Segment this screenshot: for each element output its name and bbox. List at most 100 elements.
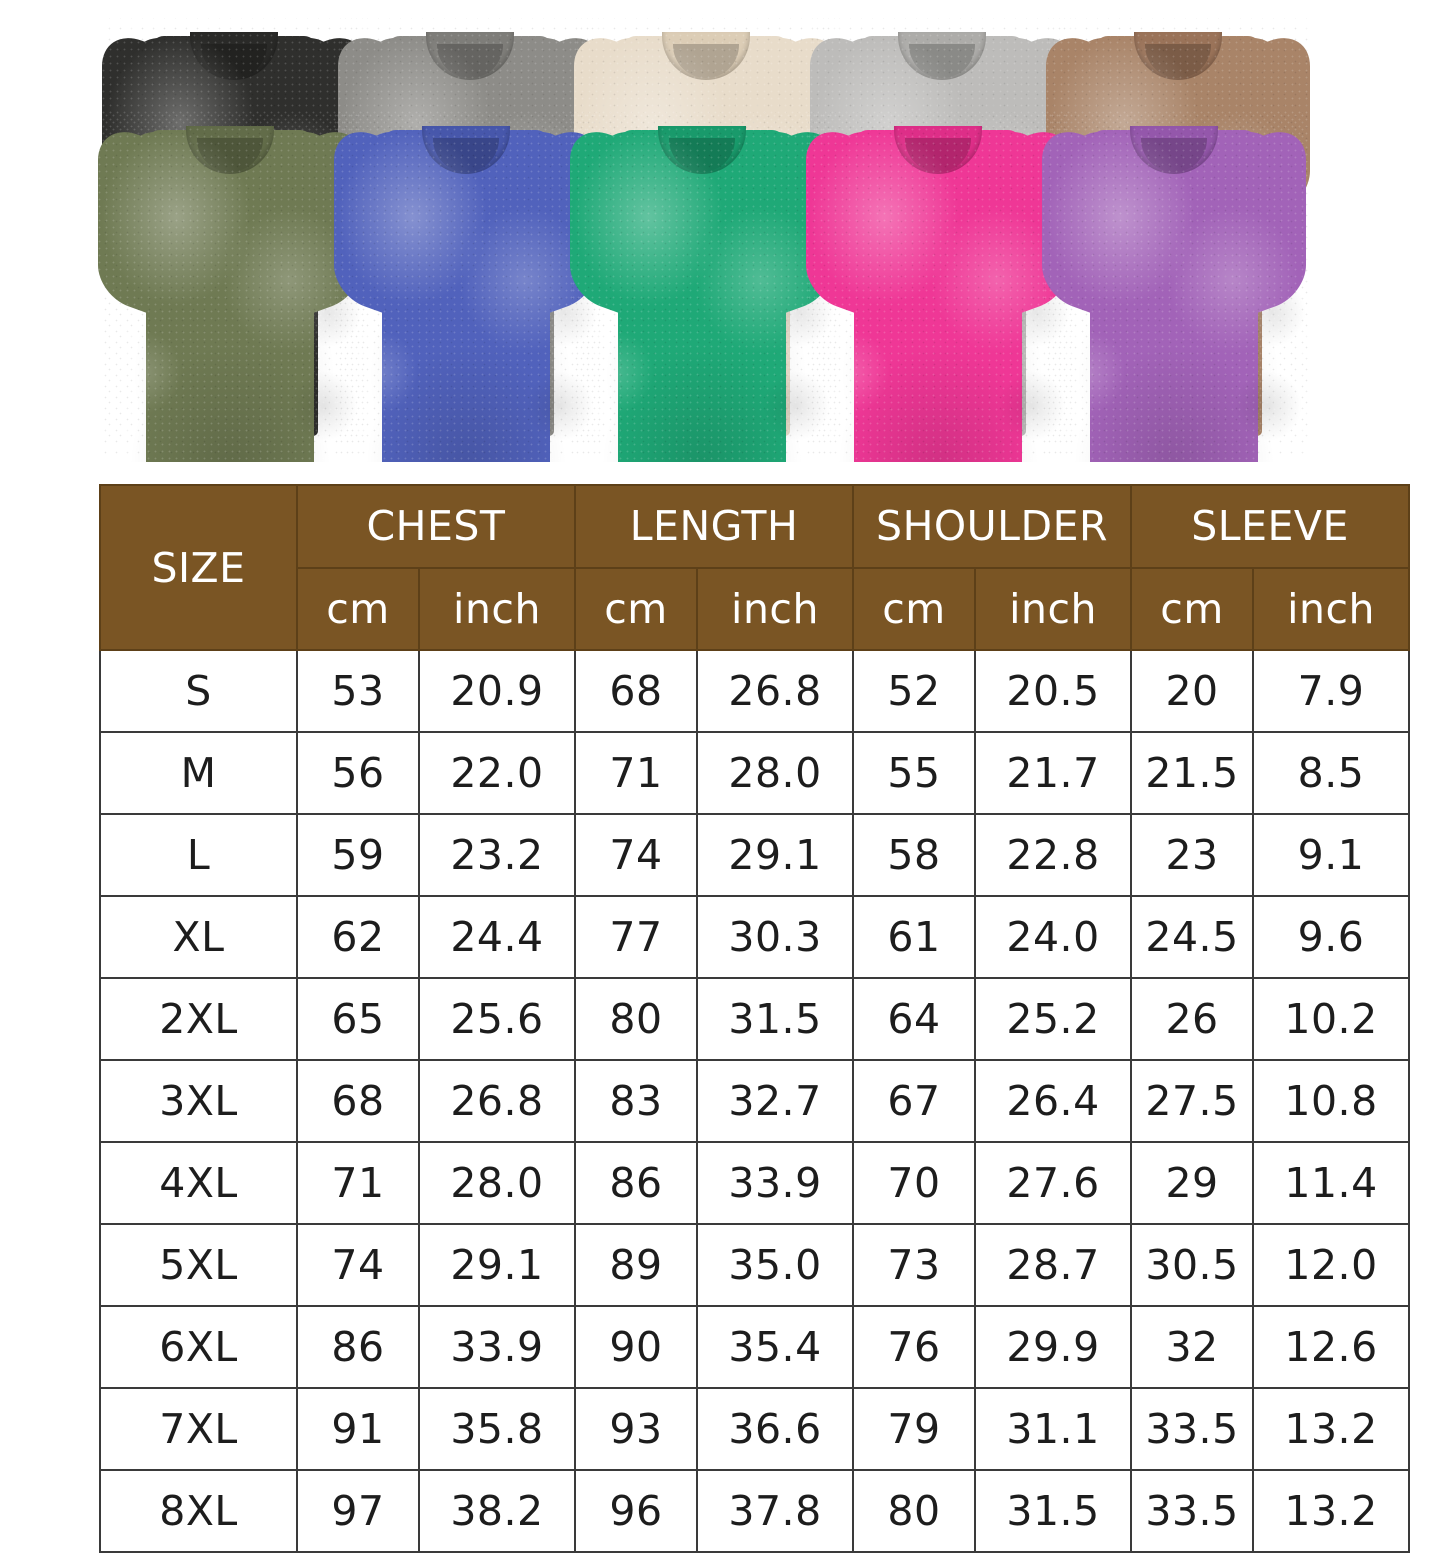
measurement-cell: 20 bbox=[1130, 649, 1255, 733]
measurement-cell: 31.1 bbox=[974, 1387, 1133, 1471]
table-row: L 59 23.2 74 29.1 58 22.8 23 9.1 bbox=[99, 813, 1411, 897]
measurement-cell: 35.0 bbox=[695, 1223, 855, 1307]
measurement-cell: 24.4 bbox=[418, 895, 576, 979]
measurement-cell: 24.0 bbox=[974, 895, 1133, 979]
measurement-cell: 80 bbox=[852, 1469, 977, 1553]
measurement-cell: 61 bbox=[852, 895, 977, 979]
measurement-cell: 59 bbox=[296, 813, 420, 897]
shirt-collar bbox=[898, 32, 986, 80]
measurement-cell: 13.2 bbox=[1252, 1469, 1411, 1553]
size-label-cell: 4XL bbox=[99, 1141, 298, 1225]
collar-inner bbox=[669, 138, 735, 172]
measurement-cell: 58 bbox=[852, 813, 977, 897]
size-label-cell: XL bbox=[99, 895, 298, 979]
measurement-cell: 53 bbox=[296, 649, 420, 733]
measurement-cell: 38.2 bbox=[418, 1469, 576, 1553]
measurement-cell: 12.0 bbox=[1252, 1223, 1411, 1307]
tshirt-purple bbox=[1040, 112, 1308, 462]
measurement-cell: 93 bbox=[574, 1387, 698, 1471]
measurement-cell: 22.8 bbox=[974, 813, 1133, 897]
collar-inner bbox=[905, 138, 971, 172]
header-unit-length-inch: inch bbox=[695, 567, 855, 651]
header-unit-shoulder-inch: inch bbox=[974, 567, 1133, 651]
header-group-shoulder: SHOULDER bbox=[852, 484, 1133, 569]
table-row: 4XL 71 28.0 86 33.9 70 27.6 29 11.4 bbox=[99, 1141, 1411, 1225]
collar-inner bbox=[197, 138, 263, 172]
measurement-cell: 32 bbox=[1130, 1305, 1255, 1389]
measurement-cell: 28.0 bbox=[695, 731, 855, 815]
header-unit-chest-inch: inch bbox=[418, 567, 576, 651]
header-unit-chest-cm: cm bbox=[296, 567, 420, 651]
measurement-cell: 26.4 bbox=[974, 1059, 1133, 1143]
table-row: XL 62 24.4 77 30.3 61 24.0 24.5 9.6 bbox=[99, 895, 1411, 979]
measurement-cell: 86 bbox=[296, 1305, 420, 1389]
measurement-cell: 83 bbox=[574, 1059, 698, 1143]
measurement-cell: 62 bbox=[296, 895, 420, 979]
measurement-cell: 25.2 bbox=[974, 977, 1133, 1061]
table-row: 2XL 65 25.6 80 31.5 64 25.2 26 10.2 bbox=[99, 977, 1411, 1061]
measurement-cell: 56 bbox=[296, 731, 420, 815]
measurement-cell: 31.5 bbox=[974, 1469, 1133, 1553]
measurement-cell: 90 bbox=[574, 1305, 698, 1389]
collar-inner bbox=[1141, 138, 1207, 172]
measurement-cell: 10.8 bbox=[1252, 1059, 1411, 1143]
measurement-cell: 26.8 bbox=[418, 1059, 576, 1143]
table-row: 3XL 68 26.8 83 32.7 67 26.4 27.5 10.8 bbox=[99, 1059, 1411, 1143]
measurement-cell: 55 bbox=[852, 731, 977, 815]
measurement-cell: 30.3 bbox=[695, 895, 855, 979]
collar-inner bbox=[433, 138, 499, 172]
tshirt-army-green bbox=[96, 112, 364, 462]
header-group-row: SIZE CHEST LENGTH SHOULDER SLEEVE bbox=[99, 484, 1411, 651]
measurement-cell: 25.6 bbox=[418, 977, 576, 1061]
header-unit-length-cm: cm bbox=[574, 567, 698, 651]
measurement-cell: 29.9 bbox=[974, 1305, 1133, 1389]
measurement-cell: 96 bbox=[574, 1469, 698, 1553]
header-group-length: LENGTH bbox=[573, 484, 855, 569]
size-chart-table: SIZE CHEST LENGTH SHOULDER SLEEVE cm inc… bbox=[99, 484, 1411, 1553]
tshirt-blue bbox=[332, 112, 600, 462]
product-gallery bbox=[0, 0, 1445, 462]
header-group-chest: CHEST bbox=[296, 484, 576, 569]
measurement-cell: 35.4 bbox=[695, 1305, 855, 1389]
collar-inner bbox=[437, 44, 503, 78]
shirt-collar bbox=[422, 126, 510, 174]
size-label-cell: L bbox=[99, 813, 298, 897]
measurement-cell: 37.8 bbox=[695, 1469, 855, 1553]
measurement-cell: 33.9 bbox=[418, 1305, 576, 1389]
measurement-cell: 71 bbox=[296, 1141, 420, 1225]
size-label-cell: M bbox=[99, 731, 298, 815]
measurement-cell: 68 bbox=[574, 649, 698, 733]
measurement-cell: 9.1 bbox=[1252, 813, 1411, 897]
measurement-cell: 73 bbox=[852, 1223, 977, 1307]
tshirt-rose-red bbox=[804, 112, 1072, 462]
table-row: 6XL 86 33.9 90 35.4 76 29.9 32 12.6 bbox=[99, 1305, 1411, 1389]
measurement-cell: 8.5 bbox=[1252, 731, 1411, 815]
measurement-cell: 89 bbox=[574, 1223, 698, 1307]
measurement-cell: 21.7 bbox=[974, 731, 1133, 815]
table-row: 5XL 74 29.1 89 35.0 73 28.7 30.5 12.0 bbox=[99, 1223, 1411, 1307]
size-label-cell: 5XL bbox=[99, 1223, 298, 1307]
tshirt-green bbox=[568, 112, 836, 462]
measurement-cell: 29.1 bbox=[695, 813, 855, 897]
measurement-cell: 97 bbox=[296, 1469, 420, 1553]
measurement-cell: 77 bbox=[574, 895, 698, 979]
measurement-cell: 24.5 bbox=[1130, 895, 1255, 979]
header-size: SIZE bbox=[99, 484, 298, 651]
measurement-cell: 7.9 bbox=[1252, 649, 1411, 733]
measurement-cell: 10.2 bbox=[1252, 977, 1411, 1061]
size-chart-header: SIZE CHEST LENGTH SHOULDER SLEEVE cm inc… bbox=[99, 484, 1411, 651]
measurement-cell: 28.0 bbox=[418, 1141, 576, 1225]
size-label-cell: S bbox=[99, 649, 298, 733]
measurement-cell: 76 bbox=[852, 1305, 977, 1389]
measurement-cell: 27.5 bbox=[1130, 1059, 1255, 1143]
measurement-cell: 22.0 bbox=[418, 731, 576, 815]
measurement-cell: 28.7 bbox=[974, 1223, 1133, 1307]
measurement-cell: 27.6 bbox=[974, 1141, 1133, 1225]
measurement-cell: 23 bbox=[1130, 813, 1255, 897]
header-unit-row: cm inch cm inch cm inch cm inch bbox=[100, 567, 1411, 651]
measurement-cell: 29 bbox=[1130, 1141, 1255, 1225]
measurement-cell: 52 bbox=[852, 649, 977, 733]
measurement-cell: 33.5 bbox=[1130, 1387, 1255, 1471]
size-label-cell: 6XL bbox=[99, 1305, 298, 1389]
measurement-cell: 11.4 bbox=[1252, 1141, 1411, 1225]
